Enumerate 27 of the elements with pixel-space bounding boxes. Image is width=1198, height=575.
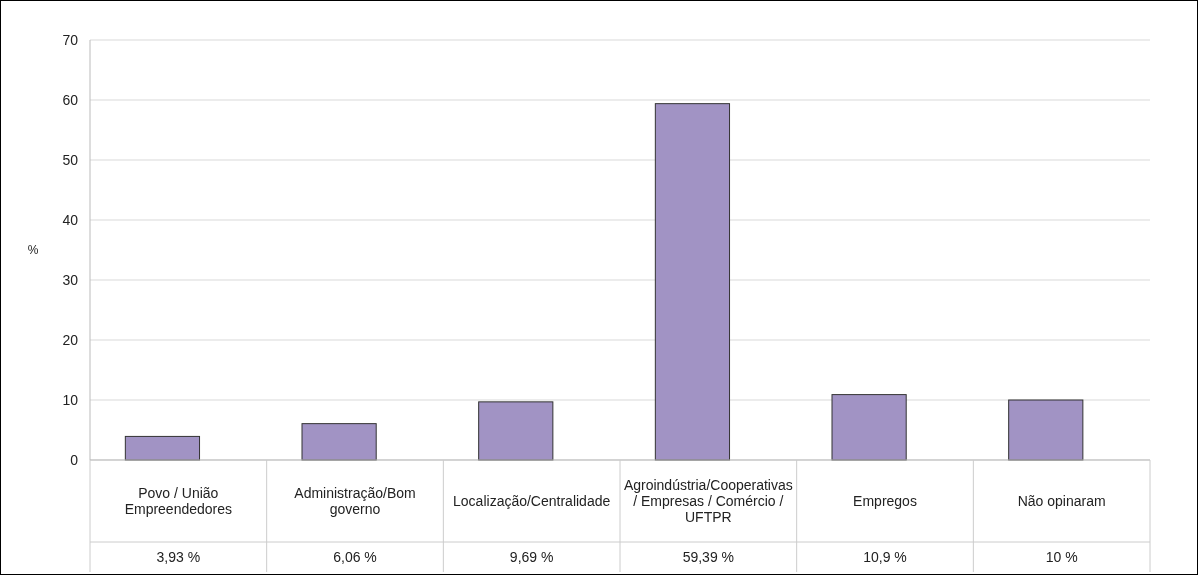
bar xyxy=(1008,399,1084,461)
y-tick-label: 40 xyxy=(62,211,79,228)
y-axis-title: % xyxy=(27,243,39,258)
data-label: 9,69 % xyxy=(509,548,554,565)
x-tick-label: Administração/Bom governo xyxy=(294,484,416,517)
data-label: 6,06 % xyxy=(333,548,377,565)
data-label: 3,93 % xyxy=(156,548,201,565)
bar xyxy=(654,103,731,461)
y-tick-label: 20 xyxy=(62,331,79,348)
y-tick-label: 60 xyxy=(62,91,79,108)
x-tick-label: Empregos xyxy=(853,492,917,509)
bar xyxy=(124,435,201,461)
y-tick-label: 10 xyxy=(62,391,79,408)
y-tick-label: 30 xyxy=(62,271,79,288)
y-tick-label: 70 xyxy=(62,31,79,48)
x-tick-label: Não opinaram xyxy=(1017,492,1106,509)
x-tick-label: Agroindústria/Cooperativas / Empresas / Comércio / UFTPR xyxy=(623,476,793,525)
bar xyxy=(301,423,377,461)
bar xyxy=(478,401,554,461)
y-tick-label: 50 xyxy=(62,151,79,168)
x-tick-label: Localização/Centralidade xyxy=(453,492,611,509)
data-label: 10,9 % xyxy=(863,548,907,565)
y-tick-label: 0 xyxy=(70,451,79,468)
x-tick-label: Povo / União Empreendedores xyxy=(124,484,233,517)
bar xyxy=(831,394,907,461)
data-label: 59,39 % xyxy=(682,548,735,565)
data-label: 10 % xyxy=(1045,548,1078,565)
